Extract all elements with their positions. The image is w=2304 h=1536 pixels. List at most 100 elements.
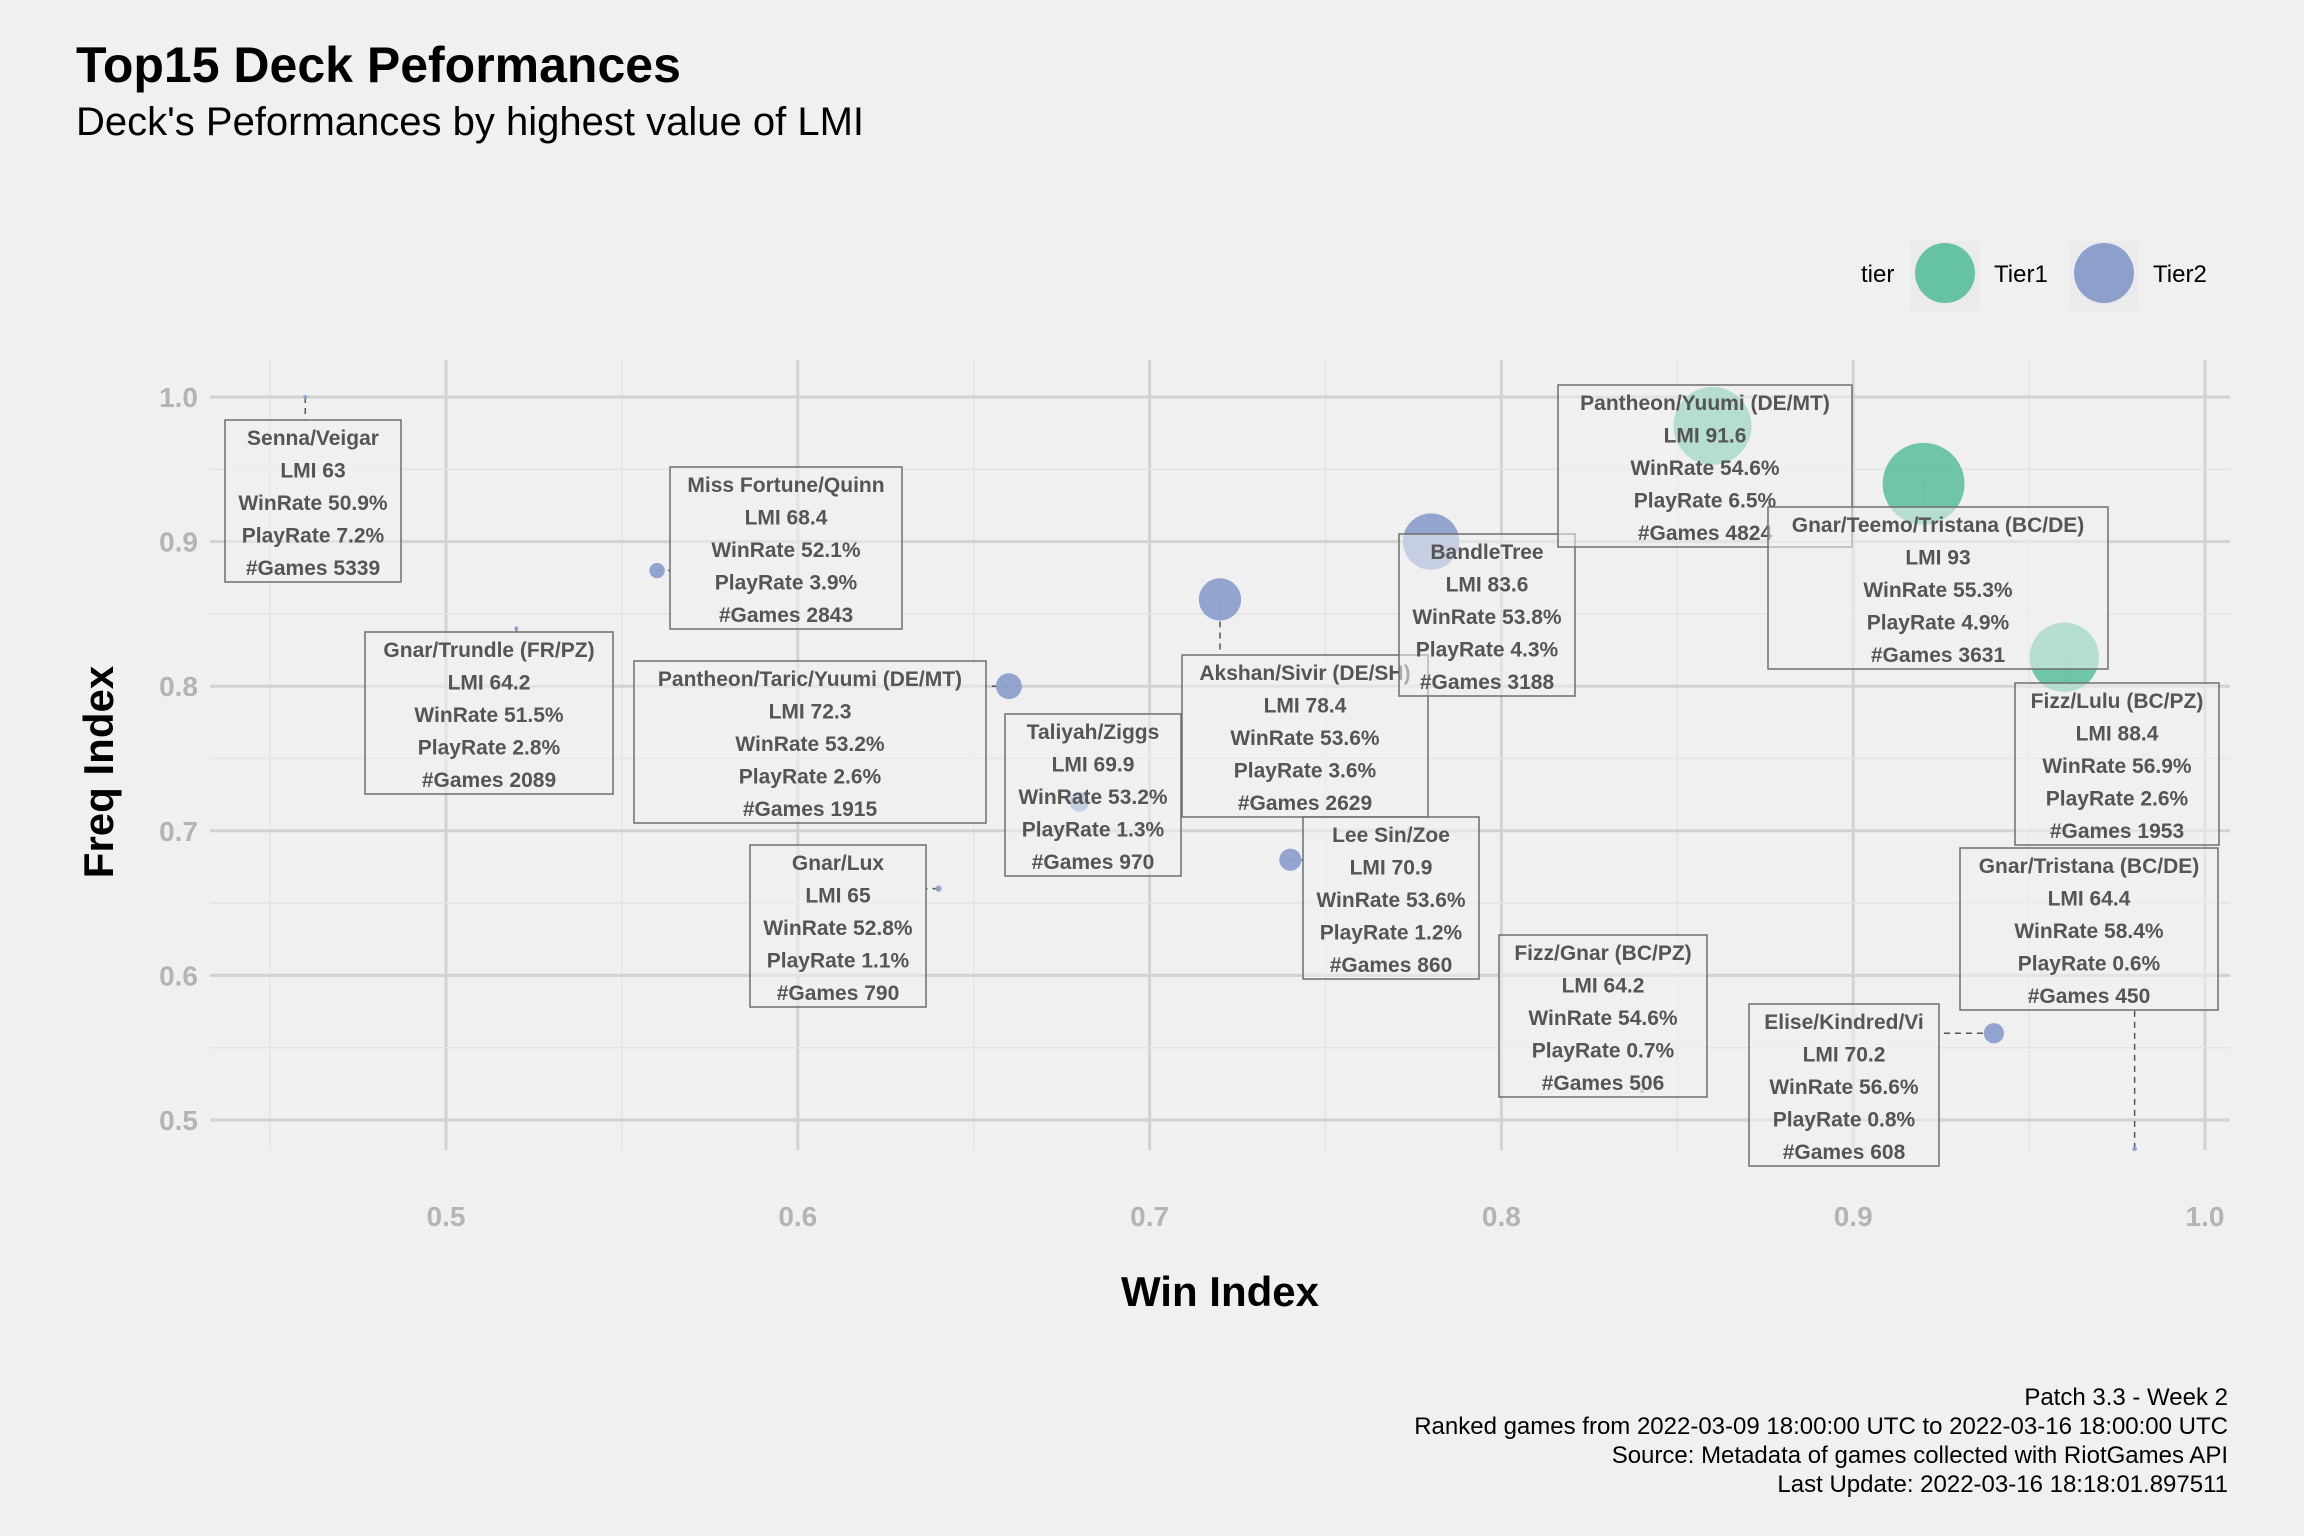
data-label-text: WinRate 53.6% [1230,727,1380,750]
data-label-text: #Games 3631 [1871,644,2006,667]
data-point [514,626,519,631]
legend-title: tier [1861,261,1894,288]
y-tick-label: 0.9 [159,527,198,558]
data-label-text: Gnar/Tristana (BC/DE) [1979,855,2200,878]
data-label-text: WinRate 53.6% [1316,889,1466,912]
data-label-text: WinRate 50.9% [238,492,388,515]
caption-last-update: Last Update: 2022-03-16 18:18:01.897511 [1777,1471,2228,1498]
data-label-text: PlayRate 4.3% [1416,639,1559,662]
data-label-text: #Games 5339 [246,557,380,580]
data-label-text: Taliyah/Ziggs [1027,721,1160,744]
data-label-box [1498,934,1708,1098]
data-label-text: PlayRate 1.2% [1320,922,1463,945]
data-label-text: Pantheon/Taric/Yuumi (DE/MT) [658,668,962,691]
data-label: Fizz/Lulu (BC/PZ) LMI 88.4 WinRate 56.9% Pl… [2014,682,2220,846]
data-label: Lee Sin/Zoe LMI 70.9 WinRate 53.6% PlayRate… [1302,816,1480,980]
y-tick-labels: 0.5 0.6 0.7 0.8 0.9 1.0 [159,382,198,1136]
data-label-text: WinRate 56.6% [1769,1076,1919,1099]
data-label: Gnar/Teemo/Tristana (BC/DE) LMI 93 WinRate… [1767,506,2109,670]
y-tick-label: 0.5 [159,1105,198,1136]
x-tick-label: 0.6 [778,1201,817,1232]
data-label-text: LMI 70.9 [1350,857,1433,880]
data-label-text: PlayRate 1.1% [767,950,910,973]
data-label-text: #Games 860 [1330,954,1453,977]
data-label-text: BandleTree [1430,541,1543,564]
y-tick-label: 1.0 [159,382,198,413]
data-label-text: #Games 4824 [1638,522,1773,545]
data-label-text: PlayRate 3.6% [1234,760,1377,783]
data-point [1198,578,1242,621]
data-label-text: WinRate 53.2% [1018,786,1168,809]
data-label-text: Gnar/Teemo/Tristana (BC/DE) [1792,514,2085,537]
data-label-text: PlayRate 7.2% [242,525,385,548]
data-label-text: Elise/Kindred/Vi [1764,1011,1924,1034]
data-label-text: Akshan/Sivir (DE/SH) [1199,662,1410,685]
data-label-text: PlayRate 3.9% [715,572,858,595]
data-label-box [1398,533,1576,697]
data-label-text: PlayRate 0.8% [1773,1109,1916,1132]
x-tick-label: 0.8 [1482,1201,1521,1232]
data-label-box [364,631,614,795]
data-label: Fizz/Gnar (BC/PZ) LMI 64.2 WinRate 54.6% Pl… [1498,934,1708,1098]
x-tick-label: 1.0 [2186,1201,2225,1232]
data-label: Gnar/Tristana (BC/DE) LMI 64.4 WinRate 58.… [1959,847,2219,1011]
data-label-box [1748,1003,1940,1167]
data-label-text: LMI 78.4 [1264,695,1347,718]
data-label-text: #Games 970 [1032,851,1155,874]
data-label-text: #Games 3188 [1420,671,1555,694]
data-point [995,673,1022,700]
data-label-text: PlayRate 2.8% [418,737,561,760]
data-label-text: WinRate 54.6% [1630,457,1780,480]
data-label-text: LMI 91.6 [1664,425,1747,448]
data-label-text: #Games 608 [1783,1141,1906,1164]
data-label-box [1302,816,1480,980]
data-label-text: PlayRate 2.6% [739,766,882,789]
data-label-box [2014,682,2220,846]
data-label-text: #Games 450 [2028,985,2151,1008]
caption-source: Source: Metadata of games collected with… [1611,1442,2228,1469]
data-label-text: LMI 69.9 [1052,754,1135,777]
data-label: Gnar/Trundle (FR/PZ) LMI 64.2 WinRate 51.5… [364,631,614,795]
data-label-text: LMI 64.2 [448,672,531,695]
data-point [303,395,308,399]
x-tick-labels: 0.5 0.6 0.7 0.8 0.9 1.0 [427,1201,2225,1232]
chart-subtitle: Deck's Peformances by highest value of L… [76,100,865,144]
data-label-text: WinRate 51.5% [414,704,564,727]
data-label-text: WinRate 53.2% [735,733,885,756]
data-label-text: LMI 64.2 [1562,975,1645,998]
data-label: Miss Fortune/Quinn LMI 68.4 WinRate 52.1% P… [669,466,903,630]
data-label-text: #Games 1915 [743,798,878,821]
data-label-text: LMI 88.4 [2076,723,2159,746]
data-label-box [669,466,903,630]
data-point [1279,848,1302,871]
data-label-text: #Games 1953 [2050,820,2184,843]
data-label-text: Fizz/Gnar (BC/PZ) [1514,942,1691,965]
data-point [1882,442,1965,525]
data-label-text: PlayRate 6.5% [1634,490,1777,513]
data-label-text: WinRate 56.9% [2042,755,2192,778]
data-point [1983,1023,2005,1044]
data-label-text: #Games 2089 [422,769,556,792]
data-label-text: LMI 63 [280,460,345,483]
data-point [935,885,942,892]
legend-key-tier1 [1915,243,1975,303]
data-label-text: PlayRate 0.7% [1532,1040,1675,1063]
data-label: Senna/Veigar LMI 63 WinRate 50.9% PlayRate … [224,419,402,583]
data-label-text: LMI 65 [805,885,871,908]
data-label: Pantheon/Taric/Yuumi (DE/MT) LMI 72.3 WinR… [633,660,987,824]
data-label: Akshan/Sivir (DE/SH) LMI 78.4 WinRate 53.6… [1181,654,1429,818]
x-axis-title: Win Index [1121,1268,1320,1315]
data-label-text: Gnar/Lux [792,852,885,875]
data-label-box [633,660,987,824]
legend-key-tier2 [2074,243,2134,303]
data-label-text: LMI 64.4 [2048,888,2131,911]
data-label-text: LMI 93 [1905,547,1970,570]
data-label: Gnar/Lux LMI 65 WinRate 52.8% PlayRate 1.1%… [749,844,927,1008]
data-label-text: #Games 2843 [719,604,853,627]
data-label-box [1004,713,1182,877]
data-label-text: #Games 2629 [1238,792,1372,815]
data-label-box [224,419,402,583]
y-tick-label: 0.7 [159,816,198,847]
data-label-text: PlayRate 1.3% [1022,819,1165,842]
